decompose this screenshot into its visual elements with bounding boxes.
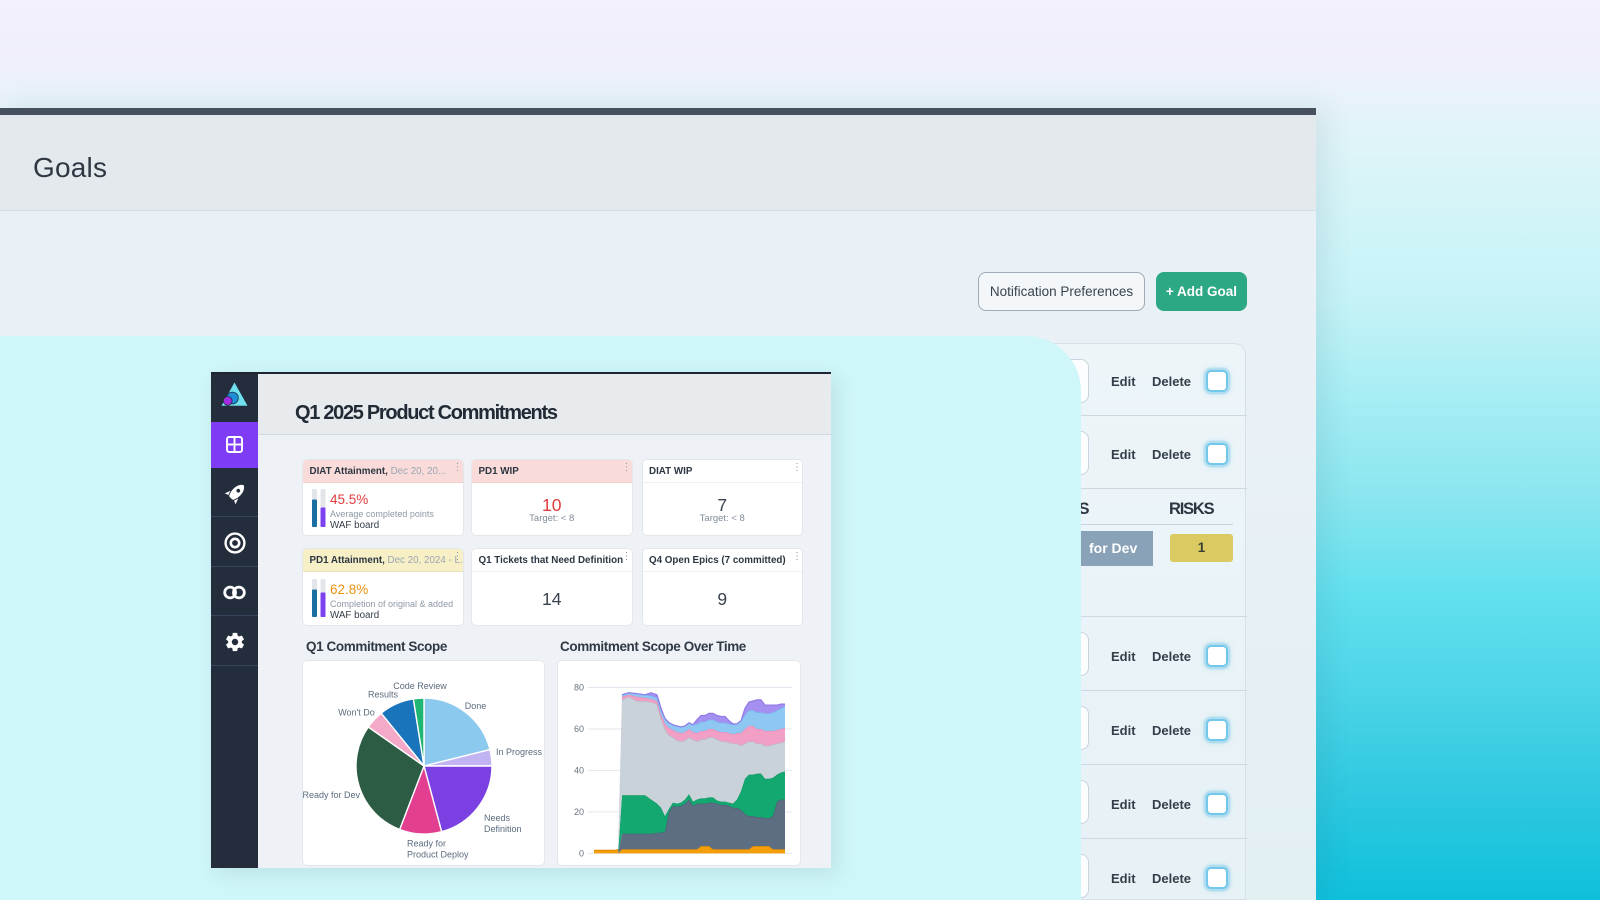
svg-text:Ready for Dev: Ready for Dev bbox=[303, 790, 360, 800]
svg-text:Won't Do: Won't Do bbox=[338, 708, 375, 718]
svg-text:20: 20 bbox=[574, 807, 584, 817]
svg-text:Ready for: Ready for bbox=[407, 839, 446, 849]
svg-text:Needs: Needs bbox=[484, 813, 511, 823]
svg-text:Done: Done bbox=[465, 701, 487, 711]
svg-text:Product Deploy: Product Deploy bbox=[407, 850, 469, 860]
svg-text:0: 0 bbox=[579, 848, 584, 858]
svg-text:Definition: Definition bbox=[484, 824, 522, 834]
svg-text:80: 80 bbox=[574, 683, 584, 693]
svg-text:60: 60 bbox=[574, 724, 584, 734]
svg-text:In Progress: In Progress bbox=[496, 747, 543, 757]
svg-text:Results: Results bbox=[368, 690, 399, 700]
svg-text:Code Review: Code Review bbox=[393, 681, 447, 691]
svg-text:40: 40 bbox=[574, 765, 584, 775]
